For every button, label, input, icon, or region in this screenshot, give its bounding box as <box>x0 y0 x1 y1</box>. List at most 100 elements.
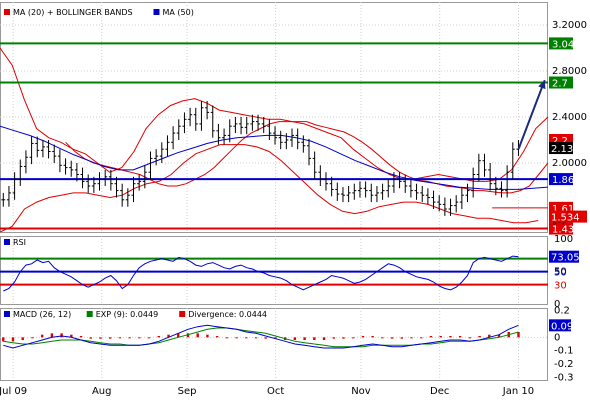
divergence-bar <box>478 336 481 338</box>
divergence-bar <box>429 336 433 338</box>
price-bar <box>261 117 266 134</box>
last-price-label: 2.13 <box>551 144 573 155</box>
divergence-bar <box>332 337 335 339</box>
divergence-bar <box>245 337 248 339</box>
price-bar <box>295 128 300 150</box>
divergence-bar <box>488 334 491 338</box>
price-bar <box>227 119 232 143</box>
divergence-bar <box>390 337 394 339</box>
macd-legend-label: EXP (9): 0.0449 <box>96 310 158 319</box>
price-bar <box>148 151 153 180</box>
level-value-box-3.04 <box>549 37 573 50</box>
price-y-tick-label: 2.4000 <box>552 112 587 123</box>
price-bar <box>437 195 442 212</box>
price-bar <box>493 176 498 196</box>
price-bar <box>216 123 221 145</box>
price-bar <box>74 163 79 182</box>
rsi-last-value-label: 73.05 <box>551 253 580 264</box>
rsi-y-tick-label: 0 <box>554 299 560 310</box>
divergence-bar <box>361 336 365 338</box>
divergence-bar <box>254 337 258 339</box>
price-marker-label-1.534: 1.534 <box>551 213 580 224</box>
price-bar <box>137 174 142 191</box>
price-bar <box>18 159 23 186</box>
divergence-bar <box>235 337 238 339</box>
price-panel: 3.20002.80002.40002.00003.042.71.861.431… <box>0 8 587 236</box>
divergence-bar <box>50 333 54 338</box>
price-bar <box>505 165 510 198</box>
price-bar <box>120 183 125 207</box>
price-bar <box>397 172 402 189</box>
rsi-level-label-50: 50 <box>554 268 567 279</box>
macd-line <box>3 324 519 349</box>
price-legend-label: MA (20) + BOLLINGER BANDS <box>13 8 133 17</box>
price-bar <box>465 183 470 203</box>
divergence-bar <box>381 337 384 339</box>
macd-legend-label: Divergence: 0.0444 <box>188 310 267 319</box>
ma50-line <box>0 125 549 190</box>
divergence-bar <box>128 337 131 339</box>
rsi-y-tick-label: 50 <box>554 267 567 278</box>
level-value-label-1.43: 1.43 <box>552 225 574 236</box>
x-axis-label: Oct <box>267 386 284 397</box>
price-bar <box>301 135 306 153</box>
macd-pane-frame <box>0 308 548 381</box>
macd-legend-swatch <box>4 311 10 317</box>
price-bar <box>499 181 504 198</box>
level-value-label-1.86: 1.86 <box>552 175 574 186</box>
divergence-bar <box>420 337 423 339</box>
divergence-bar <box>79 336 83 338</box>
price-bar <box>46 140 51 159</box>
macd-y-tick-label: -0.3 <box>554 372 574 383</box>
price-bar <box>425 188 430 205</box>
price-bar <box>290 128 295 147</box>
price-bar <box>369 183 374 203</box>
last-price-box <box>549 142 573 155</box>
rsi-line <box>3 255 519 292</box>
macd-legend-swatch <box>179 311 186 317</box>
price-bar <box>1 192 6 207</box>
divergence-bar <box>31 337 34 339</box>
divergence-bar <box>264 337 267 339</box>
price-bar <box>171 126 176 150</box>
price-bar <box>403 174 408 193</box>
price-bar <box>414 183 419 200</box>
divergence-bar <box>274 337 277 339</box>
price-bar <box>131 176 136 203</box>
price-bar <box>205 100 210 120</box>
divergence-bar <box>2 337 5 342</box>
macd-y-tick-label: -0.1 <box>554 346 574 357</box>
price-bar <box>420 186 425 203</box>
price-bar <box>482 153 487 177</box>
bollinger-upper-line <box>0 47 549 182</box>
price-bar <box>256 114 261 131</box>
divergence-bar <box>497 334 501 338</box>
level-value-label-2.7: 2.7 <box>552 79 568 90</box>
macd-y-tick-label: 0.2 <box>554 306 570 317</box>
price-marker-box-1.534 <box>549 210 587 223</box>
macd-last-value-box <box>549 319 571 332</box>
price-bar <box>476 153 481 182</box>
price-bar <box>323 172 328 191</box>
level-value-box-2.7 <box>549 76 573 89</box>
price-bar <box>357 181 362 198</box>
price-bar <box>386 179 391 198</box>
price-bar <box>374 186 379 203</box>
divergence-bar <box>138 337 141 339</box>
price-bar <box>182 112 187 134</box>
macd-last-value-label: 0.09 <box>551 321 573 332</box>
price-bar <box>239 117 244 135</box>
x-axis-label: Jan 10 <box>502 386 534 397</box>
price-bar <box>340 187 345 203</box>
divergence-bar <box>21 337 24 340</box>
macd-y-tick-label: -0.2 <box>554 359 574 370</box>
x-axis-label: Aug <box>92 386 112 397</box>
divergence-bar <box>215 336 219 338</box>
price-bar <box>318 165 323 186</box>
price-bar <box>222 128 227 145</box>
level-value-box-1.86 <box>549 173 573 186</box>
divergence-bar <box>186 333 190 338</box>
